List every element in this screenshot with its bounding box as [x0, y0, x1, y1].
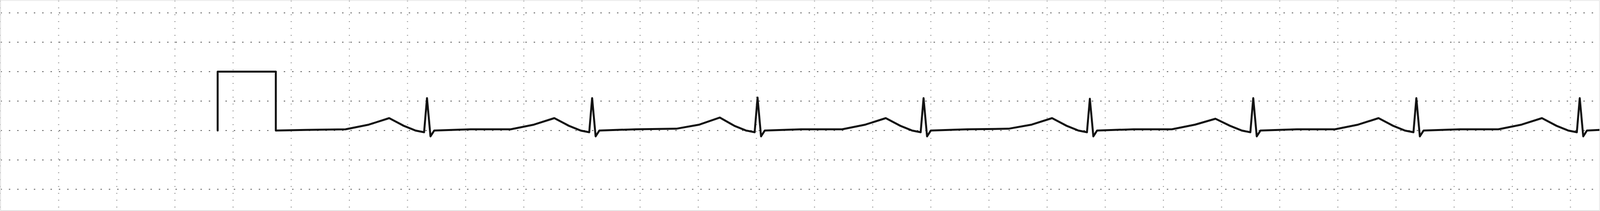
grid-line-x: [116, 0, 118, 211]
grid: [0, 0, 1600, 211]
grid-line-x: [1279, 0, 1280, 211]
grid-line-y: [0, 188, 1600, 190]
grid-line-x: [1337, 0, 1339, 211]
grid-line-x: [697, 0, 699, 211]
axis-line: [0, 0, 1, 211]
ecg-trace: [217, 71, 1600, 137]
grid-line-x: [1104, 0, 1106, 211]
grid-line-x: [872, 0, 874, 211]
grid-line-x: [930, 0, 932, 211]
grid-line-x: [1453, 0, 1455, 211]
grid-line-x: [581, 0, 583, 211]
grid-line-x: [0, 0, 1, 211]
grid-line-x: [1221, 0, 1223, 211]
ecg-chart: [0, 0, 1600, 211]
grid-line-x: [232, 0, 234, 211]
plot-area: [217, 71, 1600, 137]
grid-line-y: [0, 12, 1600, 14]
grid-line-x: [1395, 0, 1397, 211]
grid-line-x: [813, 0, 815, 211]
grid-line-x: [348, 0, 350, 211]
grid-line-x: [639, 0, 641, 211]
grid-line-x: [58, 0, 60, 211]
grid-line-x: [174, 0, 176, 211]
y-axis: [0, 0, 2, 211]
x-axis: [0, 210, 1600, 211]
grid-line-y: [0, 159, 1600, 161]
grid-line-x: [1511, 0, 1513, 211]
grid-line-y: [0, 41, 1600, 43]
grid-line-x: [1046, 0, 1048, 211]
grid-line-x: [407, 0, 409, 211]
axis-line: [0, 210, 1600, 211]
grid-line-x: [1570, 0, 1572, 211]
grid-line-x: [290, 0, 292, 211]
grid-line-y: [0, 100, 1600, 102]
grid-line-x: [1162, 0, 1164, 211]
grid-line-x: [523, 0, 525, 211]
grid-line-x: [988, 0, 990, 211]
grid-line-x: [465, 0, 467, 211]
plot-frame: [0, 0, 1600, 211]
